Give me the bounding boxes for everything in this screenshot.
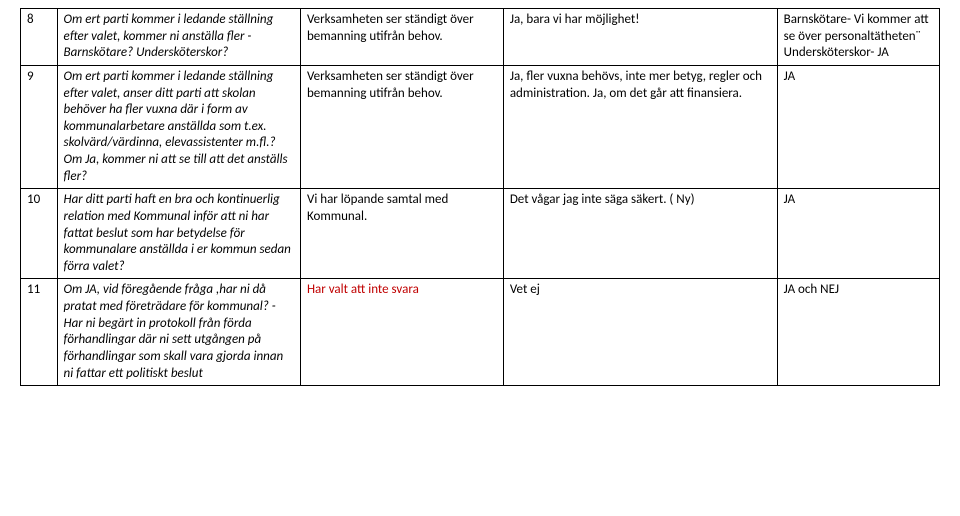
answer-cell-2: Har valt att inte svara (300, 279, 503, 386)
content-table: 8 Om ert parti kommer i ledande ställnin… (20, 8, 940, 386)
answer-cell-4: JA (777, 189, 939, 279)
question-cell: Om ert parti kommer i ledande ställning … (57, 65, 300, 188)
answer-cell-4: JA och NEJ (777, 279, 939, 386)
page: 8 Om ert parti kommer i ledande ställnin… (0, 0, 960, 516)
answer-cell-4: JA (777, 65, 939, 188)
row-number: 8 (21, 9, 58, 66)
answer-cell-3: Det vågar jag inte säga säkert. ( Ny) (503, 189, 777, 279)
table-row: 8 Om ert parti kommer i ledande ställnin… (21, 9, 940, 66)
answer-cell-2: Verksamheten ser ständigt över bemanning… (300, 65, 503, 188)
table-row: 9 Om ert parti kommer i ledande ställnin… (21, 65, 940, 188)
row-number: 11 (21, 279, 58, 386)
table-row: 11 Om JA, vid föregående fråga ,har ni d… (21, 279, 940, 386)
answer-cell-2: Vi har löpande samtal med Kommunal. (300, 189, 503, 279)
red-text: Har valt att inte svara (307, 282, 419, 297)
question-cell: Har ditt parti haft en bra och kontinuer… (57, 189, 300, 279)
row-number: 10 (21, 189, 58, 279)
question-cell: Om ert parti kommer i ledande ställning … (57, 9, 300, 66)
answer-cell-3: Ja, bara vi har möjlighet! (503, 9, 777, 66)
question-cell: Om JA, vid föregående fråga ,har ni då p… (57, 279, 300, 386)
answer-cell-2: Verksamheten ser ständigt över bemanning… (300, 9, 503, 66)
table-row: 10 Har ditt parti haft en bra och kontin… (21, 189, 940, 279)
answer-cell-4: Barnskötare- Vi kommer att se över perso… (777, 9, 939, 66)
answer-cell-3: Vet ej (503, 279, 777, 386)
answer-cell-3: Ja, fler vuxna behövs, inte mer betyg, r… (503, 65, 777, 188)
row-number: 9 (21, 65, 58, 188)
